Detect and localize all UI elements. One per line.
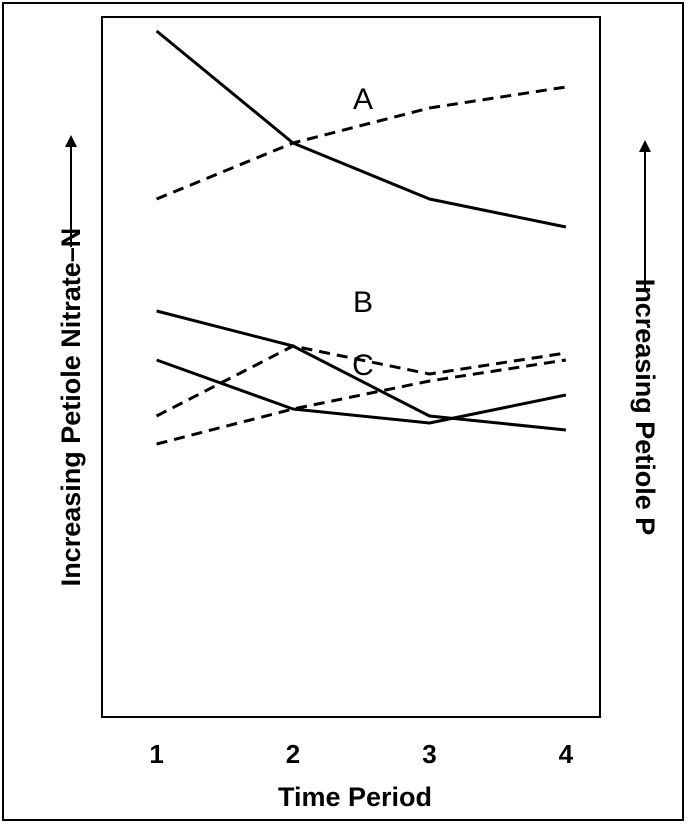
x-tick-label: 4 [559,739,574,769]
plot-area [101,16,601,718]
y-axis-left-arrowhead [65,135,77,147]
panel-label-a: A [353,83,373,116]
series-layer [155,29,567,446]
line-b-solid [156,309,567,432]
x-axis-title: Time Period [278,782,432,812]
x-tick-label: 2 [286,739,300,769]
y-axis-title-left-group: Increasing Petiole Nitrate–N [56,135,86,586]
line-a-dashed [156,85,567,201]
line-a-solid [155,29,567,229]
y-axis-title-left: Increasing Petiole Nitrate–N [56,228,86,587]
panel-label-layer: A BC [352,83,374,382]
y-axis-right-arrowhead [639,140,651,152]
figure-frame [2,2,684,821]
line-c-solid [156,358,567,425]
y-axis-title-right: Increasing Petiole P [630,279,660,536]
panel-label-c: C [352,349,374,382]
y-axis-title-right-group: Increasing Petiole P [630,140,660,535]
line-c-dashed [156,358,567,446]
x-tick-label: 1 [149,739,163,769]
x-tick-label: 3 [422,739,436,769]
line-b-dashed [155,344,567,418]
panel-label-b: B [353,286,373,319]
x-tick-layer: 1 2 3 4 [149,739,573,769]
